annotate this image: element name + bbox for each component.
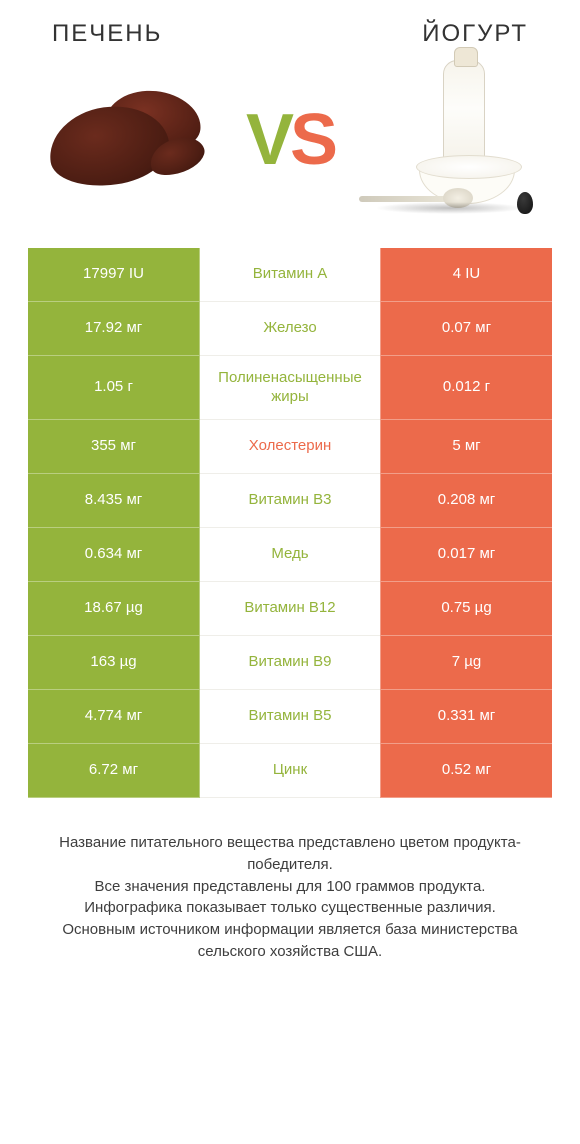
nutrient-name: Полиненасыщенные жиры [200,356,380,420]
left-value: 6.72 мг [28,744,200,798]
table-row: 17.92 мгЖелезо0.07 мг [28,302,552,356]
left-value: 0.634 мг [28,528,200,582]
table-row: 4.774 мгВитамин B50.331 мг [28,690,552,744]
nutrient-name: Витамин A [200,248,380,302]
footer-line: Инфографика показывает только существенн… [28,897,552,919]
nutrient-name: Витамин B12 [200,582,380,636]
left-value: 18.67 µg [28,582,200,636]
left-value: 17.92 мг [28,302,200,356]
right-value: 0.208 мг [380,474,552,528]
right-value: 0.331 мг [380,690,552,744]
right-value: 0.75 µg [380,582,552,636]
right-value: 0.017 мг [380,528,552,582]
left-value: 163 µg [28,636,200,690]
footer-line: Основным источником информации является … [28,919,552,963]
right-product-image [360,65,540,215]
table-row: 17997 IUВитамин A4 IU [28,248,552,302]
right-value: 0.07 мг [380,302,552,356]
table-row: 18.67 µgВитамин B120.75 µg [28,582,552,636]
nutrient-name: Витамин B5 [200,690,380,744]
right-product-title: ЙОГУРТ [422,20,528,48]
table-row: 8.435 мгВитамин B30.208 мг [28,474,552,528]
left-value: 17997 IU [28,248,200,302]
nutrient-name: Витамин B9 [200,636,380,690]
comparison-table: 17997 IUВитамин A4 IU17.92 мгЖелезо0.07 … [28,248,552,798]
right-value: 0.012 г [380,356,552,420]
vs-v: V [246,104,290,176]
nutrient-name: Цинк [200,744,380,798]
liver-icon [45,85,215,195]
nutrient-name: Холестерин [200,420,380,474]
right-value: 5 мг [380,420,552,474]
header-titles: ПЕЧЕНЬ ЙОГУРТ [0,0,580,48]
footer-line: Все значения представлены для 100 граммо… [28,876,552,898]
left-product-title: ПЕЧЕНЬ [52,20,162,48]
footer-line: Название питательного вещества представл… [28,832,552,876]
footer-note: Название питательного вещества представл… [28,832,552,963]
left-product-image [40,65,220,215]
table-row: 0.634 мгМедь0.017 мг [28,528,552,582]
vs-s: S [290,104,334,176]
table-row: 355 мгХолестерин5 мг [28,420,552,474]
nutrient-name: Железо [200,302,380,356]
yogurt-icon [365,60,535,220]
left-value: 8.435 мг [28,474,200,528]
table-row: 1.05 гПолиненасыщенные жиры0.012 г [28,356,552,420]
image-row: VS [0,48,580,248]
left-value: 4.774 мг [28,690,200,744]
left-value: 355 мг [28,420,200,474]
vs-label: VS [246,104,334,176]
left-value: 1.05 г [28,356,200,420]
table-row: 163 µgВитамин B97 µg [28,636,552,690]
nutrient-name: Витамин B3 [200,474,380,528]
right-value: 4 IU [380,248,552,302]
right-value: 7 µg [380,636,552,690]
table-row: 6.72 мгЦинк0.52 мг [28,744,552,798]
right-value: 0.52 мг [380,744,552,798]
nutrient-name: Медь [200,528,380,582]
